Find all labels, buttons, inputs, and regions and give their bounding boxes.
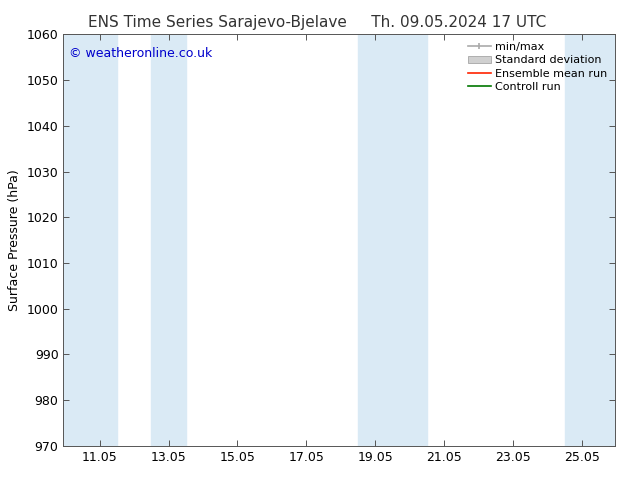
Bar [565,34,615,446]
Bar [392,34,427,446]
Legend: min/max, Standard deviation, Ensemble mean run, Controll run: min/max, Standard deviation, Ensemble me… [464,38,612,97]
Bar [63,34,117,446]
Y-axis label: Surface Pressure (hPa): Surface Pressure (hPa) [8,169,21,311]
Text: © weatheronline.co.uk: © weatheronline.co.uk [69,47,212,60]
Bar [358,34,392,446]
Text: ENS Time Series Sarajevo-Bjelave     Th. 09.05.2024 17 UTC: ENS Time Series Sarajevo-Bjelave Th. 09.… [88,15,546,30]
Bar [152,34,186,446]
